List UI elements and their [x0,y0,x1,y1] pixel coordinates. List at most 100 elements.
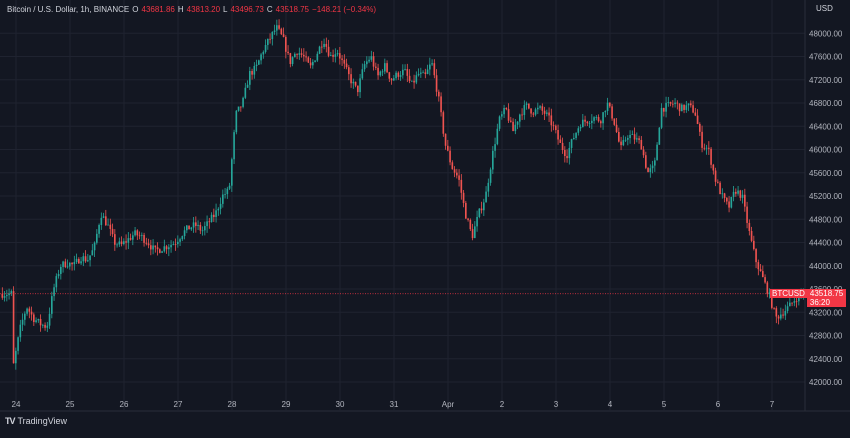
candle-body [660,107,663,128]
candle-body [611,106,613,119]
candle-body [771,292,773,308]
candle-body [132,235,134,240]
candle-body [714,170,717,182]
candle-body [591,120,593,123]
candle-body [222,194,224,204]
candle-body [402,69,404,76]
x-tick-label: 6 [716,400,721,409]
time-axis[interactable]: 24 25 26 27 28 29 30 31 Apr 2 3 4 5 6 7 [0,400,850,412]
y-tick-label: 48000.00 [809,29,843,38]
candle-body [613,118,616,125]
candle-body [154,245,157,248]
candle-body [152,245,154,250]
candle-body [145,242,148,244]
candle-body [701,131,703,148]
candle-body [105,216,107,226]
candle-body [399,75,402,77]
candle-body [75,258,78,263]
candle-body [485,191,487,203]
candle-body [393,78,395,81]
candle-body [48,313,51,326]
candle-body [462,192,465,203]
candle-body [354,81,357,86]
candle-body [413,80,415,83]
y-tick-label: 46400.00 [809,122,843,131]
candle-body [264,44,267,52]
candle-body [226,188,229,195]
candle-body [465,202,467,219]
candle-body [559,139,562,143]
candle-body [53,287,55,297]
symbol-title[interactable]: Bitcoin / U.S. Dollar, 1h, BINANCE [7,5,130,14]
y-tick-label: 43200.00 [809,308,843,317]
candle-body [523,105,526,116]
candle-body [784,310,787,316]
candle-body [593,117,595,121]
candle-body [573,138,575,140]
currency-selector[interactable]: USD [814,4,835,13]
x-tick-label: 25 [66,400,75,409]
candle-body [757,262,760,270]
candle-body [678,103,681,112]
price-axis[interactable]: 42000.0042400.0042800.0043200.0043600.00… [804,0,850,433]
candle-body [624,139,627,141]
candle-body [566,156,568,159]
candle-body [422,72,424,74]
candle-body [294,53,296,58]
candle-body [93,242,96,251]
candle-body [66,266,69,268]
candle-body [172,244,175,245]
candle-body [186,225,188,231]
candle-body [748,222,751,231]
tradingview-footer[interactable]: TV TradingView [5,416,67,426]
candle-body [296,53,298,55]
candle-body [188,225,190,230]
candle-body [244,87,247,98]
candle-body [467,218,469,220]
candle-body [102,216,105,218]
candle-body [168,247,170,250]
candle-body [177,241,179,245]
candle-body [89,255,91,261]
candle-body [141,234,143,236]
candle-body [109,224,112,229]
candle-body [773,307,775,309]
candle-body [458,175,460,180]
candle-body [251,71,253,75]
candle-body [433,63,436,76]
candle-body [602,112,604,124]
candle-body [577,128,580,133]
candle-body [501,114,503,117]
candle-body [694,112,697,116]
candle-body [672,103,674,105]
candle-body [125,241,127,243]
candle-body [170,244,172,248]
x-tick-label: 28 [228,400,237,409]
x-tick-label: 3 [554,400,559,409]
candle-body [627,138,629,140]
candle-body [575,132,577,139]
candle-body [165,246,168,250]
candle-body [395,72,397,79]
candle-body [370,56,373,60]
candle-body [318,46,321,54]
candle-body [161,251,163,253]
candle-body [546,112,548,114]
candle-body [298,53,301,55]
candle-body [469,219,472,230]
candle-body [647,167,649,173]
candle-body [768,292,771,295]
candle-body [17,337,19,351]
candle-body [1,293,4,298]
candle-body [111,228,114,235]
candle-body [80,261,82,264]
candle-body [505,107,508,110]
candle-body [483,202,485,211]
candle-body [514,124,517,132]
candle-body [474,226,476,239]
candle-body [307,57,310,63]
candle-body [136,230,139,236]
candle-body [636,138,638,140]
